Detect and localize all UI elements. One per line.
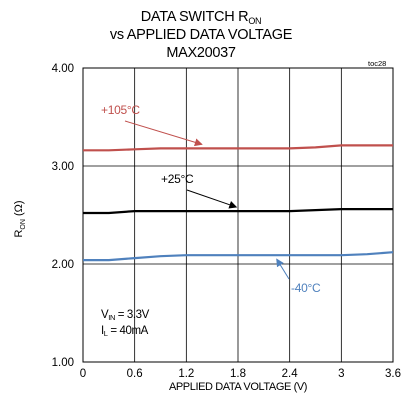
annotation-arrow-1 (186, 189, 238, 209)
toc-label: toc28 (368, 59, 387, 68)
x-tick-label: 0.6 (127, 368, 143, 380)
plot-frame (82, 67, 394, 363)
x-axis-label: APPLIED DATA VOLTAGE (V) (168, 381, 308, 393)
x-tick-label: 0 (80, 368, 86, 380)
annotation-label-2: -40°C (291, 281, 321, 295)
series-line-1 (83, 208, 393, 215)
annotation-label-0: +105°C (101, 103, 140, 117)
chart-title-line3: MAX20037 (166, 45, 236, 61)
series-line-0 (83, 144, 393, 152)
annotation-arrow-2 (276, 258, 290, 280)
annotation-label-1: +25°C (161, 172, 194, 186)
series-line-2 (83, 251, 394, 262)
x-tick-label: 1.2 (178, 368, 194, 380)
annotation-arrow-0 (124, 120, 203, 147)
x-tick-label: 1.8 (230, 368, 246, 380)
x-tick-label: 2.4 (282, 368, 299, 380)
condition-il: IL = 40mA (101, 325, 148, 338)
chart-title-line1: DATA SWITCH RON (140, 9, 262, 26)
x-tick-label: 3.6 (385, 368, 401, 380)
y-tick-label: 4.00 (52, 63, 74, 75)
x-tick-label: 3 (338, 368, 344, 380)
y-tick-label: 2.00 (52, 259, 74, 271)
condition-vin: VIN = 3.3V (101, 309, 149, 322)
y-tick-label: 3.00 (52, 161, 74, 173)
chart-title-line2: vs APPLIED DATA VOLTAGE (109, 27, 293, 43)
y-tick-label: 1.00 (52, 357, 74, 369)
